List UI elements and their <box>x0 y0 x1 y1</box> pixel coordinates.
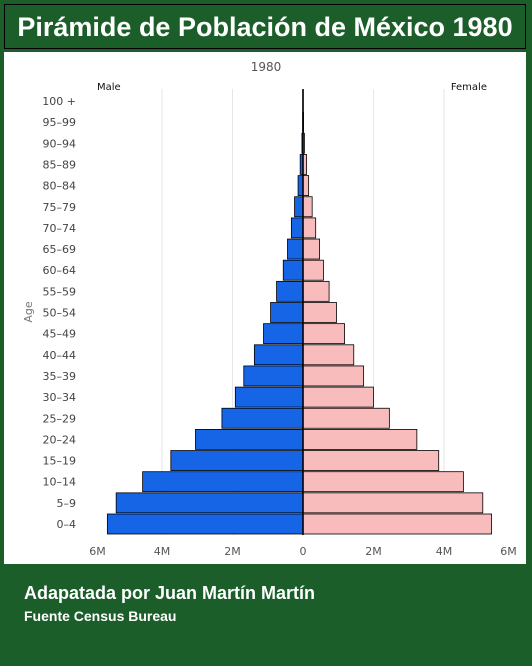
y-tick-label: 90–94 <box>43 137 77 150</box>
x-tick-label: 2M <box>224 545 241 558</box>
y-tick-label: 75–79 <box>43 201 77 214</box>
bar-male <box>115 492 304 514</box>
bar-female <box>302 492 484 514</box>
title-banner: Pirámide de Población de México 1980 <box>4 4 526 49</box>
y-tick-label: 15–19 <box>43 455 77 468</box>
bar-female <box>302 386 374 408</box>
bar-female <box>302 323 345 345</box>
bar-female <box>302 259 324 281</box>
y-tick-label: 100 + <box>42 95 76 108</box>
y-tick-label: 70–74 <box>43 222 77 235</box>
y-tick-label: 80–84 <box>43 180 77 193</box>
y-tick-label: 45–49 <box>43 328 77 341</box>
bar-female <box>302 238 320 260</box>
bar-male <box>282 259 304 281</box>
chart-title: 1980 <box>251 60 282 74</box>
y-tick-label: 95–99 <box>43 116 77 129</box>
y-tick-label: 65–69 <box>43 243 77 256</box>
bar-male <box>270 302 304 323</box>
bar-male <box>234 386 304 408</box>
bar-male <box>263 323 304 345</box>
bar-female <box>302 280 330 302</box>
bar-female <box>302 217 317 239</box>
bar-male <box>106 513 304 535</box>
bar-female <box>302 196 313 218</box>
population-pyramid-chart: 1980 Male Female Age 0–4 5–9 10–14 15–19 20–… <box>22 60 517 558</box>
credit-text: Adapatada por Juan Martín Martín <box>24 583 316 603</box>
bar-male <box>142 471 304 493</box>
bar-male <box>243 365 304 387</box>
x-tick-label: 4M <box>154 545 171 558</box>
bar-male <box>290 217 304 239</box>
bar-female <box>302 428 418 450</box>
y-tick-label: 25–29 <box>43 412 77 425</box>
legend-male: Male <box>97 82 121 93</box>
bar-male <box>294 196 304 218</box>
x-tick-label: 2M <box>365 545 382 558</box>
source-text: Fuente Census Bureau <box>24 608 177 624</box>
y-tick-label: 50–54 <box>43 307 77 320</box>
bar-male <box>276 280 304 302</box>
chart-panel: 1980 Male Female Age 0–4 5–9 10–14 15–19 20–… <box>4 52 526 564</box>
bar-male <box>195 428 304 450</box>
bar-female <box>302 407 390 429</box>
bar-female <box>302 365 365 387</box>
footer: Adapatada por Juan Martín Martín Fuente … <box>24 582 315 626</box>
x-tick-label: 6M <box>89 545 106 558</box>
y-tick-label: 40–44 <box>43 349 77 362</box>
y-axis-label: Age <box>22 301 35 323</box>
bar-male <box>170 450 304 471</box>
x-tick-label: 4M <box>436 545 453 558</box>
y-tick-label: 20–24 <box>43 433 77 446</box>
bar-female <box>302 471 464 493</box>
y-tick-label: 35–39 <box>43 370 77 383</box>
x-tick-label: 0 <box>300 545 307 558</box>
y-tick-label: 0–4 <box>57 518 77 531</box>
page-title: Pirámide de Población de México 1980 <box>17 12 513 42</box>
y-tick-label: 60–64 <box>43 264 77 277</box>
bar-female <box>302 175 310 196</box>
bar-female <box>302 344 355 366</box>
y-tick-label: 85–89 <box>43 158 77 171</box>
bar-male <box>253 344 304 366</box>
bar-female <box>302 513 492 535</box>
y-tick-label: 55–59 <box>43 285 77 298</box>
y-tick-label: 5–9 <box>57 497 77 510</box>
bar-male <box>287 238 304 260</box>
y-tick-label: 10–14 <box>43 476 77 489</box>
bar-female <box>302 450 440 471</box>
bar-male <box>221 407 304 429</box>
legend-female: Female <box>451 82 487 93</box>
y-tick-label: 30–34 <box>43 391 77 404</box>
x-tick-label: 6M <box>500 545 517 558</box>
bar-female <box>302 302 337 323</box>
